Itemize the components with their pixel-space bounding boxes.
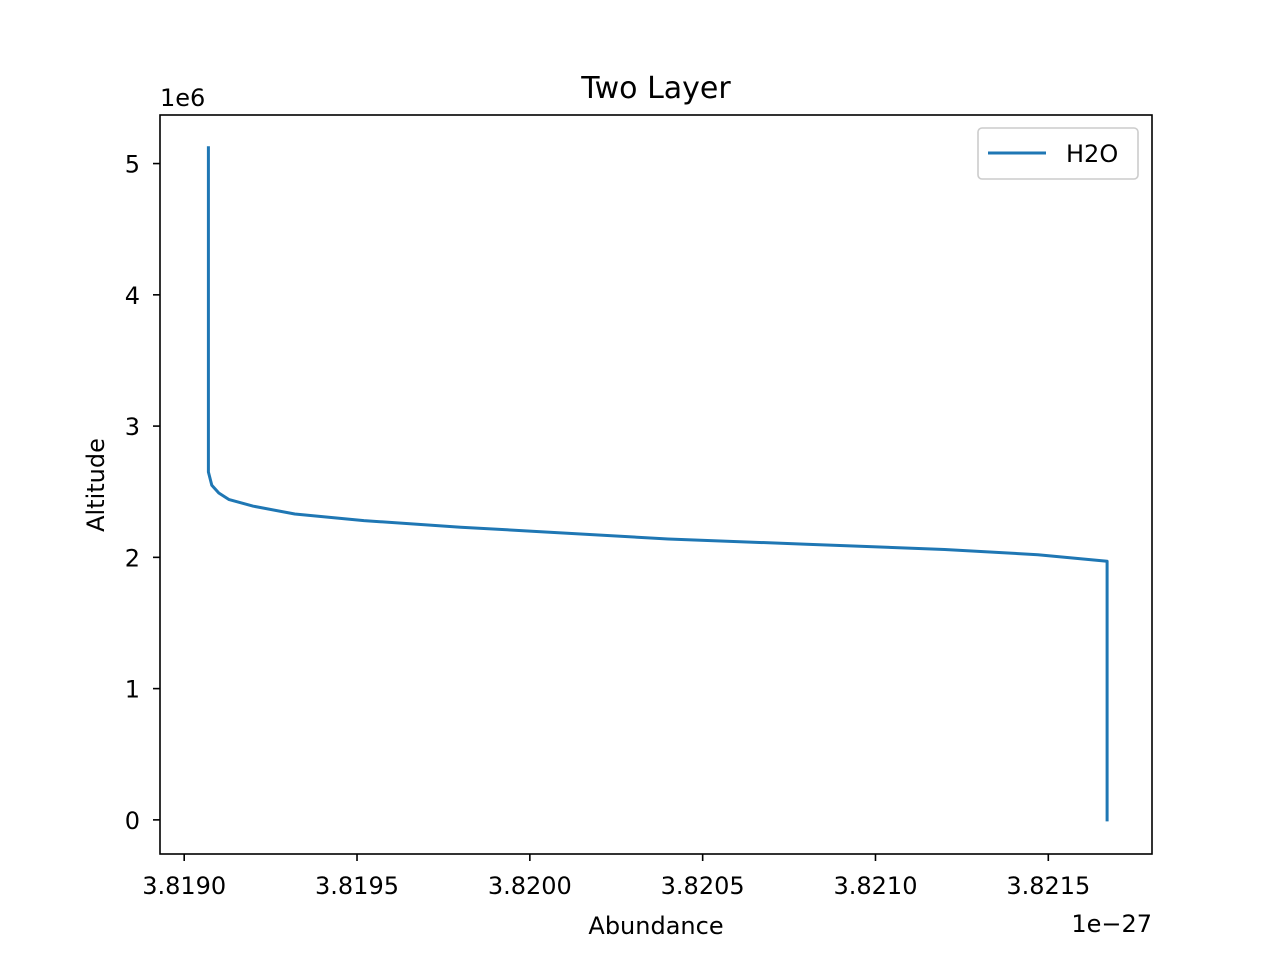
x-tick-label: 3.8205 bbox=[661, 872, 745, 900]
axes-frame bbox=[159, 114, 1153, 855]
y-tick-label: 5 bbox=[125, 151, 140, 179]
x-tick-label: 3.8215 bbox=[1006, 872, 1090, 900]
y-tick-label: 2 bbox=[125, 544, 140, 572]
y-offset-label: 1e6 bbox=[160, 84, 205, 112]
legend: H2O bbox=[977, 127, 1139, 180]
x-tick-label: 3.8195 bbox=[315, 872, 399, 900]
y-tick-label: 3 bbox=[125, 413, 140, 441]
series-line-h2o bbox=[206, 146, 1109, 822]
y-tick-label: 0 bbox=[125, 807, 140, 835]
x-tick-label: 3.8210 bbox=[833, 872, 917, 900]
y-axis-label: Altitude bbox=[82, 438, 110, 532]
x-tick-label: 3.8200 bbox=[488, 872, 572, 900]
legend-box bbox=[977, 127, 1139, 180]
x-offset-label: 1e−27 bbox=[1071, 910, 1152, 938]
y-tick-label: 4 bbox=[125, 282, 140, 310]
chart-title: Two Layer bbox=[580, 71, 731, 106]
x-axis-label: Abundance bbox=[588, 912, 723, 940]
legend-label: H2O bbox=[1066, 140, 1118, 168]
plot-area bbox=[206, 146, 1109, 822]
axis-ticks: 3.8190 3.8195 3.8200 3.8205 3.8210 3.8215 0 1 2 3… bbox=[125, 151, 1091, 900]
y-tick-label: 1 bbox=[125, 676, 140, 704]
x-tick-label: 3.8190 bbox=[142, 872, 226, 900]
